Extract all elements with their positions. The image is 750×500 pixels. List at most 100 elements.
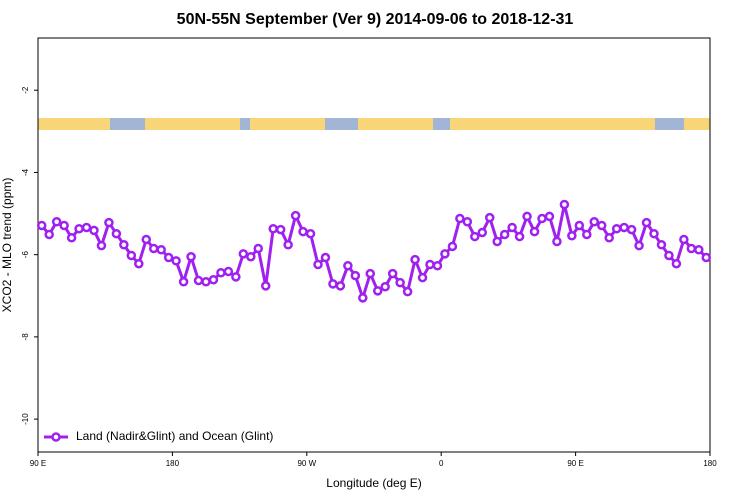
land-band bbox=[250, 118, 325, 130]
data-point bbox=[395, 277, 405, 288]
data-point bbox=[432, 261, 443, 271]
land-band bbox=[684, 118, 710, 130]
land-band bbox=[450, 118, 655, 130]
data-point bbox=[201, 277, 211, 287]
data-point bbox=[529, 226, 540, 237]
data-point bbox=[440, 249, 450, 259]
x-tick-label: 180 bbox=[703, 459, 717, 468]
data-point bbox=[589, 217, 600, 227]
data-point bbox=[641, 217, 652, 228]
data-point bbox=[537, 213, 547, 224]
data-point bbox=[186, 251, 196, 262]
data-point bbox=[163, 252, 174, 263]
data-point bbox=[507, 222, 517, 233]
data-point bbox=[126, 250, 137, 261]
data-point bbox=[649, 228, 659, 239]
data-point bbox=[96, 240, 107, 251]
data-point bbox=[268, 224, 278, 234]
data-point bbox=[290, 210, 301, 221]
data-point bbox=[477, 227, 488, 238]
data-point bbox=[447, 241, 458, 252]
y-tick-label: -4 bbox=[21, 168, 30, 176]
data-point bbox=[380, 281, 390, 292]
y-tick-label: -10 bbox=[21, 413, 30, 425]
data-point bbox=[358, 293, 368, 303]
data-point bbox=[148, 243, 159, 254]
data-point bbox=[596, 220, 607, 231]
plot-frame bbox=[37, 37, 711, 453]
data-point bbox=[350, 270, 361, 281]
legend-label: Land (Nadir&Glint) and Ocean (Glint) bbox=[76, 429, 273, 443]
y-tick-label: -8 bbox=[21, 333, 30, 341]
data-point bbox=[193, 275, 204, 286]
data-point bbox=[74, 224, 84, 234]
y-tick-label: -6 bbox=[21, 251, 30, 259]
data-point bbox=[656, 240, 667, 250]
x-tick-label: 90 E bbox=[30, 459, 46, 468]
x-tick-label: 90 W bbox=[297, 459, 316, 468]
data-point bbox=[156, 244, 166, 255]
land-band bbox=[145, 118, 240, 130]
data-point bbox=[417, 272, 428, 283]
data-point bbox=[492, 236, 502, 247]
data-point bbox=[111, 228, 122, 239]
data-point bbox=[544, 211, 555, 222]
data-point bbox=[305, 228, 316, 239]
data-point bbox=[604, 233, 614, 243]
data-point bbox=[634, 240, 644, 251]
land-band bbox=[358, 118, 433, 130]
data-point bbox=[298, 226, 308, 237]
data-point bbox=[328, 279, 338, 289]
data-point bbox=[36, 220, 47, 231]
legend-marker bbox=[51, 432, 61, 442]
data-point bbox=[574, 220, 585, 231]
land-ocean-strip bbox=[38, 118, 710, 130]
data-point bbox=[664, 250, 674, 261]
x-tick-label: 90 E bbox=[567, 459, 583, 468]
data-point bbox=[365, 268, 376, 279]
data-point bbox=[484, 212, 495, 223]
data-point bbox=[275, 224, 286, 235]
series-line bbox=[40, 204, 708, 303]
data-point bbox=[387, 268, 398, 279]
data-point bbox=[679, 234, 689, 245]
data-point bbox=[141, 234, 152, 245]
data-point bbox=[552, 236, 562, 247]
data-point bbox=[455, 213, 465, 224]
x-tick-label: 0 bbox=[439, 459, 444, 468]
data-point bbox=[611, 224, 622, 234]
data-point bbox=[619, 222, 629, 233]
data-point bbox=[372, 286, 383, 296]
data-point bbox=[559, 199, 570, 210]
data-point bbox=[216, 268, 226, 278]
data-point bbox=[171, 256, 181, 266]
data-point bbox=[567, 230, 577, 241]
data-point bbox=[283, 240, 293, 250]
data-point bbox=[320, 252, 331, 263]
data-point bbox=[134, 258, 144, 269]
data-point bbox=[89, 225, 99, 236]
y-axis-label: XCO2 - MLO trend (ppm) bbox=[0, 178, 14, 313]
data-point bbox=[425, 259, 435, 270]
data-point bbox=[59, 220, 69, 231]
data-point bbox=[313, 259, 323, 270]
data-point bbox=[66, 233, 77, 243]
data-point bbox=[694, 244, 704, 255]
data-point bbox=[522, 211, 532, 222]
data-point bbox=[81, 222, 92, 233]
data-point bbox=[626, 224, 637, 235]
data-point bbox=[462, 217, 473, 227]
data-point bbox=[470, 231, 480, 242]
chart-title: 50N-55N September (Ver 9) 2014-09-06 to … bbox=[177, 11, 574, 28]
data-point bbox=[231, 272, 241, 282]
data-point bbox=[208, 274, 219, 285]
data-point bbox=[246, 251, 256, 262]
data-point bbox=[402, 286, 413, 297]
data-point bbox=[671, 258, 682, 269]
data-point bbox=[582, 229, 592, 240]
data-point bbox=[686, 243, 697, 254]
data-point bbox=[238, 249, 249, 259]
data-point bbox=[701, 252, 712, 263]
data-point bbox=[104, 217, 114, 228]
